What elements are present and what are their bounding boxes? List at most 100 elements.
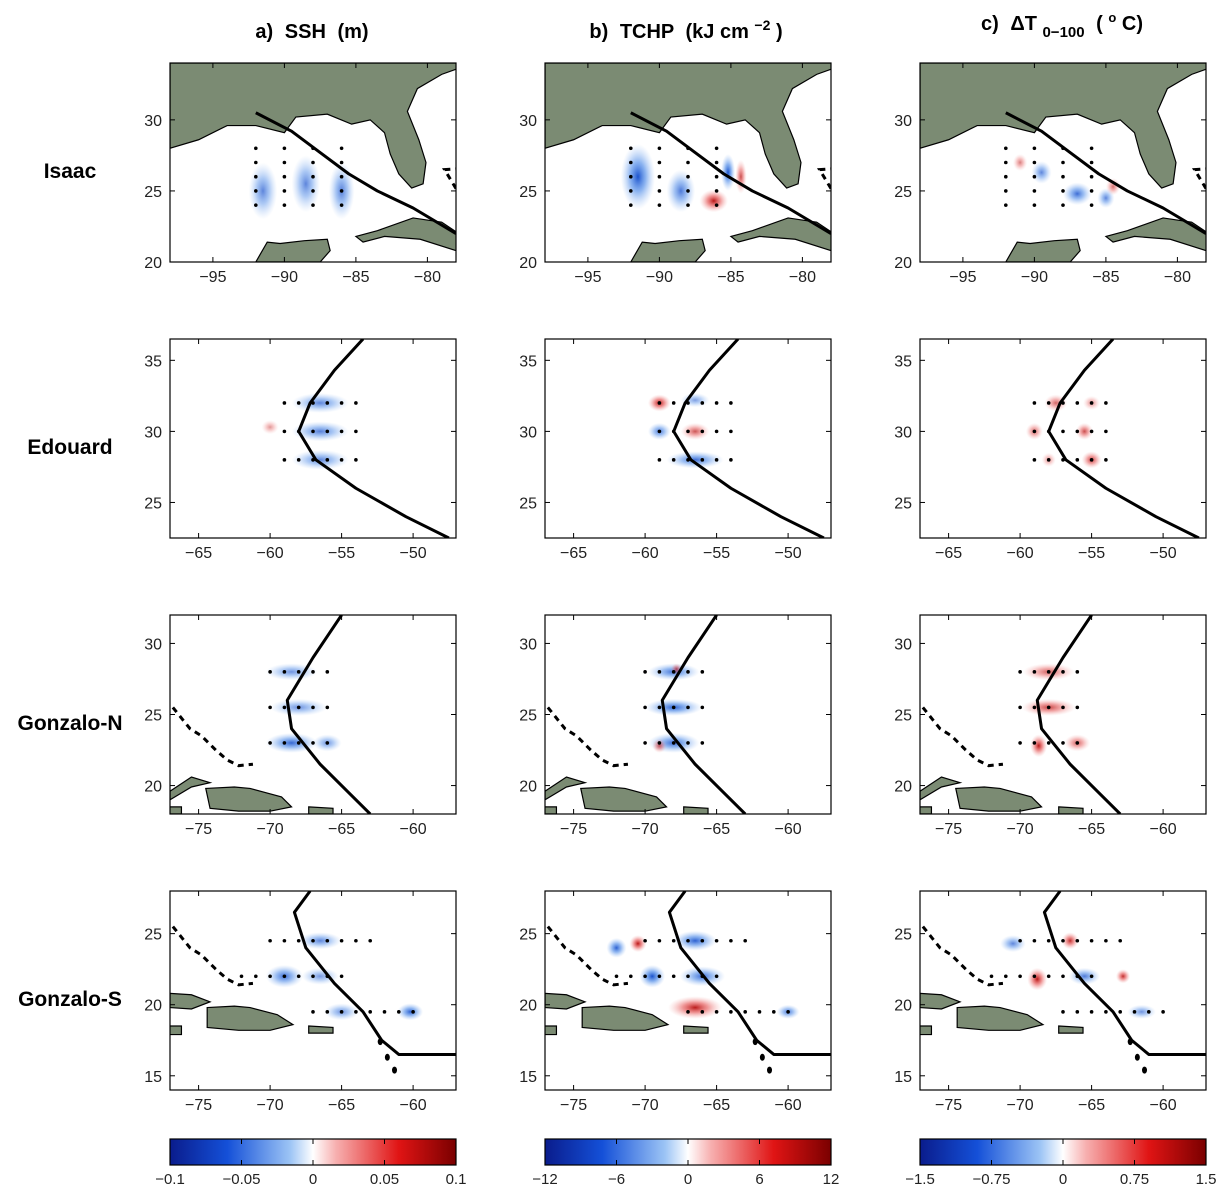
- colorbar-tick-label: 0.1: [446, 1171, 467, 1188]
- x-tick-label: −60: [400, 821, 427, 838]
- land-mass: [545, 1025, 558, 1036]
- land-mass: [729, 217, 831, 252]
- float-point: [714, 174, 719, 179]
- land-mass: [170, 1025, 183, 1036]
- float-point: [700, 741, 705, 745]
- row-label-gonzalo-n: Gonzalo-N: [18, 712, 123, 735]
- axes-frame: [169, 338, 457, 539]
- float-point: [686, 670, 690, 674]
- float-point: [1032, 189, 1037, 193]
- float-point: [1018, 938, 1022, 943]
- float-point: [700, 1010, 705, 1014]
- float-point: [1061, 1010, 1065, 1014]
- land-mass: [170, 63, 456, 189]
- land-mass: [920, 776, 963, 801]
- column-title-delta-t: c) ΔT 0−100 ( o C): [981, 10, 1143, 41]
- column-letter: b): [589, 21, 608, 43]
- float-point: [282, 429, 287, 434]
- float-point: [643, 741, 647, 745]
- float-point: [311, 146, 315, 151]
- float-point: [254, 203, 258, 207]
- y-tick-label: 30: [519, 424, 537, 441]
- float-point: [296, 741, 301, 745]
- float-point: [282, 938, 287, 943]
- float-point: [282, 974, 287, 979]
- y-tick-label: 25: [519, 927, 537, 944]
- float-point: [339, 401, 344, 405]
- float-point: [268, 705, 272, 710]
- float-point: [1018, 974, 1022, 979]
- anomaly-blob: [397, 1003, 424, 1021]
- float-point: [1089, 429, 1094, 434]
- float-point: [714, 203, 719, 207]
- anomaly-blob: [291, 449, 349, 470]
- column-unit-degree: o: [1108, 10, 1116, 25]
- map-panel-edouard-ssh: −65 −60 −55 −50 25 30 35: [144, 338, 457, 562]
- float-point: [643, 938, 647, 943]
- float-point: [714, 938, 719, 943]
- float-point: [325, 429, 330, 434]
- float-point: [657, 974, 662, 979]
- row-label-gonzalo-s: Gonzalo-S: [18, 988, 122, 1011]
- column-letter: c): [981, 13, 999, 35]
- column-unit-exponent: −2: [754, 17, 770, 33]
- float-point: [1032, 974, 1037, 979]
- y-tick-label: 30: [894, 424, 912, 441]
- anomaly-blob: [1030, 734, 1048, 758]
- float-point: [1089, 974, 1094, 979]
- float-point: [282, 146, 287, 151]
- anomaly-blob: [639, 964, 666, 988]
- anomaly-blob: [652, 738, 667, 753]
- float-point: [296, 401, 301, 405]
- float-point: [671, 741, 676, 745]
- anomaly-blob: [606, 937, 627, 958]
- float-point: [1075, 938, 1080, 943]
- float-point: [1061, 938, 1065, 943]
- y-tick-label: 30: [894, 113, 912, 130]
- float-point: [339, 203, 344, 207]
- island-chain: [921, 925, 1004, 987]
- x-tick-label: −65: [703, 1097, 730, 1114]
- island-chain: [546, 925, 629, 987]
- float-point: [1075, 429, 1080, 434]
- x-tick-label: −60: [1007, 545, 1034, 562]
- column-unit-tail: C): [1122, 13, 1143, 35]
- y-tick-label: 25: [894, 927, 912, 944]
- axes-frame: [919, 890, 1207, 1091]
- x-tick-label: −85: [342, 269, 369, 286]
- y-tick-label: 25: [894, 184, 912, 201]
- colorbar-ssh: −0.1 −0.05 0 0.05 0.1: [155, 1138, 467, 1188]
- float-point: [339, 146, 344, 151]
- float-point: [671, 705, 676, 710]
- float-point: [1061, 741, 1065, 745]
- storm-track: [667, 891, 831, 1056]
- x-tick-label: −50: [1150, 545, 1177, 562]
- float-point: [657, 174, 662, 179]
- anomaly-blob: [261, 420, 279, 435]
- anomaly-blob: [1127, 1004, 1156, 1019]
- float-point: [325, 401, 330, 405]
- land-mass: [1104, 217, 1206, 252]
- float-point: [282, 741, 287, 745]
- float-point: [311, 429, 315, 434]
- row-label-edouard: Edouard: [27, 436, 112, 459]
- small-island: [392, 1066, 398, 1074]
- column-unit-open: (: [1096, 13, 1103, 35]
- y-tick-label: 30: [144, 636, 162, 653]
- anomaly-blob: [735, 159, 747, 194]
- land-mass: [206, 1005, 295, 1031]
- float-point: [311, 938, 315, 943]
- float-point: [339, 974, 344, 979]
- float-point: [989, 974, 994, 979]
- float-point: [1046, 429, 1051, 434]
- float-point: [339, 160, 344, 165]
- column-unit-close: ): [776, 21, 783, 43]
- float-point: [282, 160, 287, 165]
- colorbar-dt: −1.5 −0.75 0 0.75 1.5: [905, 1138, 1216, 1188]
- float-point: [368, 1010, 373, 1014]
- y-tick-label: 15: [519, 1069, 537, 1086]
- land-mass: [955, 786, 1043, 812]
- float-point: [1032, 146, 1037, 151]
- float-point: [325, 938, 330, 943]
- float-point: [296, 429, 301, 434]
